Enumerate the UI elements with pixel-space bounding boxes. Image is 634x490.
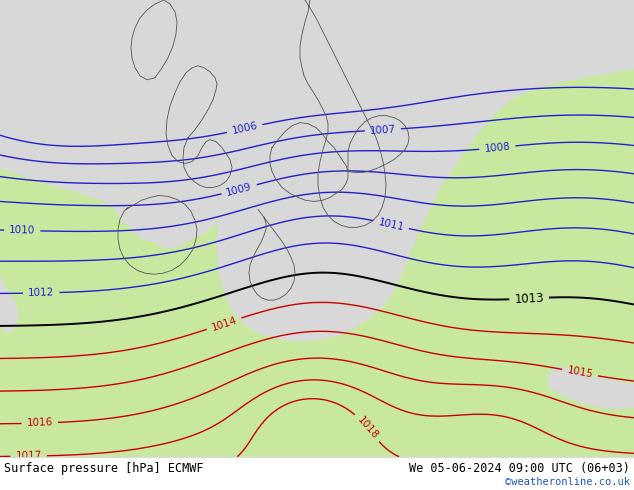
Text: 1009: 1009 [225, 181, 253, 197]
Text: ©weatheronline.co.uk: ©weatheronline.co.uk [505, 477, 630, 487]
Polygon shape [0, 0, 634, 341]
Text: 1014: 1014 [210, 315, 238, 333]
Text: 1010: 1010 [9, 225, 36, 236]
Text: 1008: 1008 [484, 142, 511, 154]
Text: 1017: 1017 [15, 451, 42, 462]
Text: 1013: 1013 [514, 291, 544, 306]
Polygon shape [548, 367, 634, 409]
Polygon shape [0, 277, 18, 332]
Text: We 05-06-2024 09:00 UTC (06+03): We 05-06-2024 09:00 UTC (06+03) [409, 462, 630, 475]
Text: 1007: 1007 [370, 124, 396, 136]
Text: 1011: 1011 [377, 217, 405, 232]
Text: 1015: 1015 [566, 366, 594, 380]
Polygon shape [0, 0, 270, 247]
Text: Surface pressure [hPa] ECMWF: Surface pressure [hPa] ECMWF [4, 462, 204, 475]
Text: 1006: 1006 [231, 121, 259, 136]
Text: 1012: 1012 [28, 288, 55, 298]
Text: 1016: 1016 [27, 417, 53, 428]
Text: 1018: 1018 [355, 415, 380, 441]
